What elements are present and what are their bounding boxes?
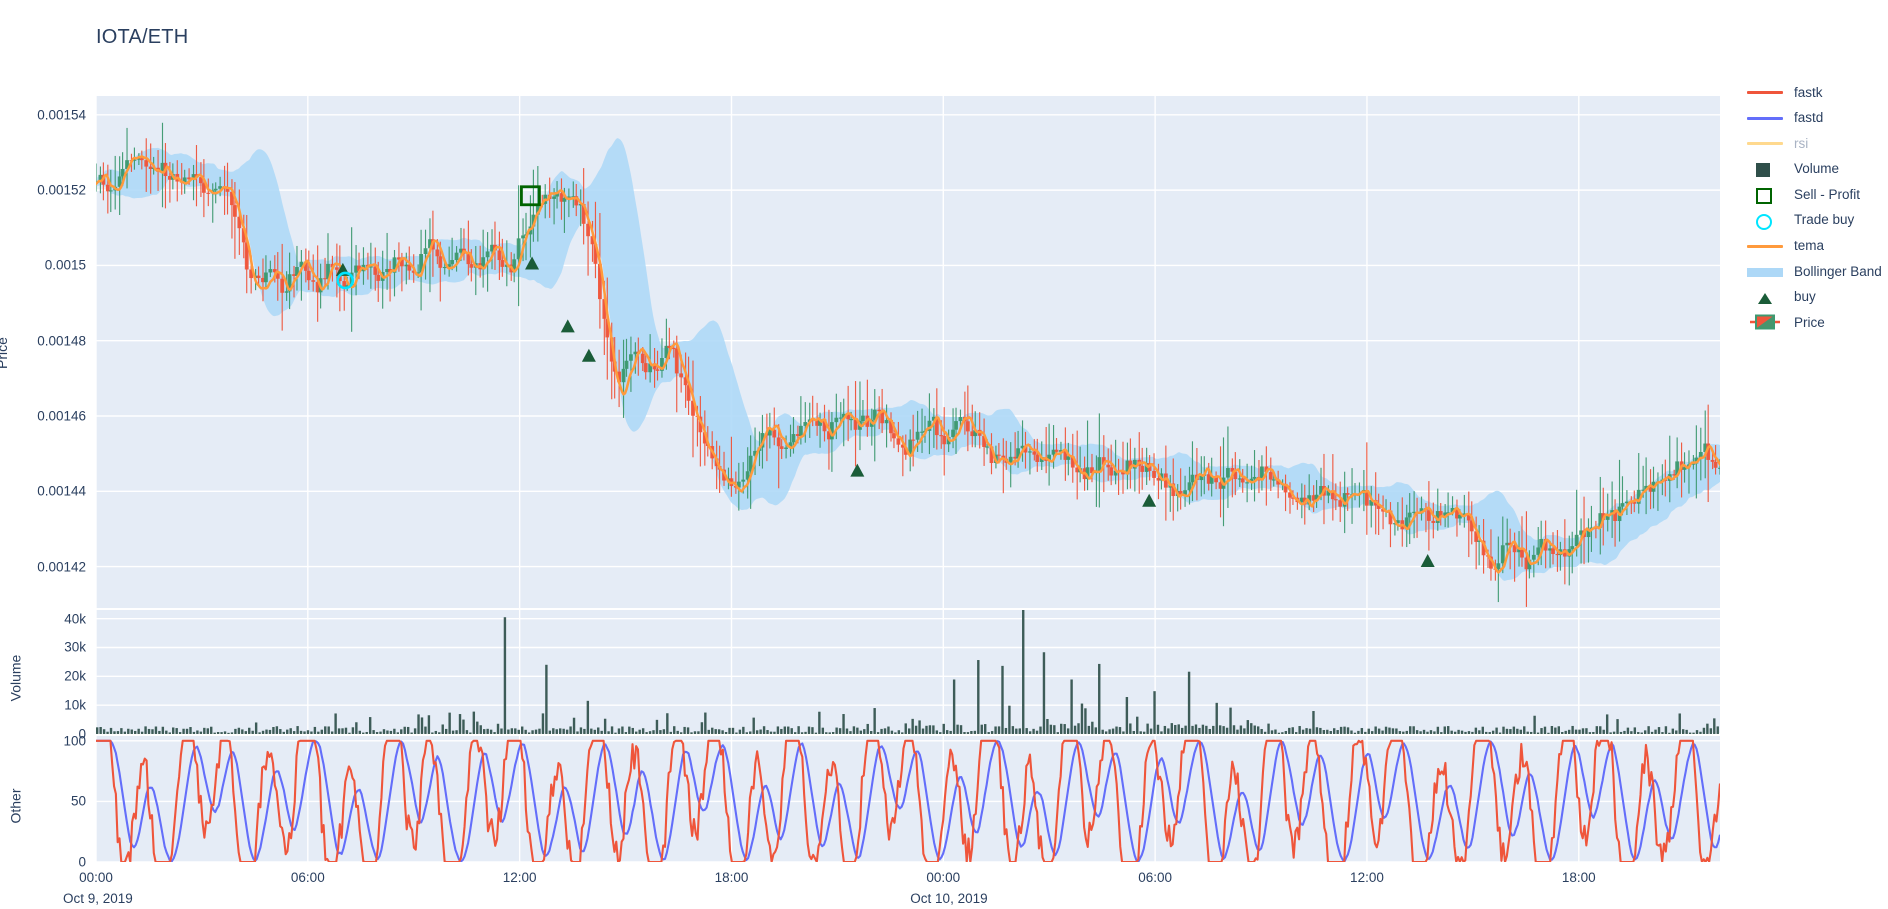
x-tick-label: 12:00: [502, 870, 537, 885]
other-plot-svg: [96, 736, 1720, 862]
legend-item-tema[interactable]: tema: [1744, 236, 1884, 256]
line-swatch: [1744, 133, 1786, 153]
line-swatch: [1744, 82, 1786, 102]
legend-item-fastk[interactable]: fastk: [1744, 82, 1884, 102]
open-circle-swatch: [1744, 210, 1786, 230]
other-axis-title: Other: [7, 788, 24, 824]
price-ytick-label: 0.00152: [37, 182, 86, 198]
other-ytick-label: 0: [78, 854, 86, 870]
legend-item-label: Price: [1794, 314, 1825, 330]
legend-item-fastd[interactable]: fastd: [1744, 108, 1884, 128]
legend-item-bollinger-band[interactable]: Bollinger Band: [1744, 261, 1884, 281]
x-tick-label: 12:00: [1350, 870, 1384, 885]
legend-item-label: Bollinger Band: [1794, 263, 1882, 279]
volume-plot-svg: [96, 610, 1720, 734]
legend-item-trade-buy[interactable]: Trade buy: [1744, 210, 1884, 230]
price-plot-svg: [96, 96, 1720, 608]
filled-square-swatch: [1744, 159, 1786, 179]
legend-item-label: fastd: [1794, 110, 1824, 126]
volume-ytick-label: 0: [78, 726, 86, 742]
volume-axis-title: Volume: [7, 654, 24, 702]
candlestick-swatch: [1744, 312, 1786, 332]
legend-item-label: fastk: [1794, 84, 1823, 100]
line-swatch: [1744, 108, 1786, 128]
legend-item-label: tema: [1794, 238, 1825, 254]
volume-ytick-label: 20k: [64, 668, 86, 684]
legend-item-label: Volume: [1794, 161, 1840, 177]
x-axis-date-label: Oct 9, 2019: [63, 891, 133, 906]
x-tick-label: 18:00: [1561, 870, 1596, 885]
other-subplot: [96, 736, 1720, 862]
legend-item-sell-profit[interactable]: Sell - Profit: [1744, 184, 1884, 205]
price-ytick-label: 0.00142: [37, 559, 86, 575]
triangle-up-swatch: [1744, 287, 1786, 307]
volume-ytick-label: 30k: [64, 639, 86, 655]
volume-ytick-label: 10k: [64, 697, 86, 713]
price-subplot: [96, 96, 1720, 608]
x-tick-label: 00:00: [926, 870, 961, 885]
legend-item-label: rsi: [1794, 135, 1809, 151]
price-ytick-label: 0.00144: [37, 483, 86, 499]
legend-item-buy[interactable]: buy: [1744, 287, 1884, 307]
legend-item-label: buy: [1794, 289, 1816, 305]
x-tick-label: 06:00: [290, 870, 325, 885]
legend-item-price[interactable]: Price: [1744, 312, 1884, 332]
legend-item-label: Trade buy: [1794, 212, 1855, 228]
x-axis-date-label: Oct 10, 2019: [910, 891, 988, 906]
legend-item-label: Sell - Profit: [1794, 186, 1861, 202]
price-ytick-label: 0.00146: [37, 408, 86, 424]
price-axis-title: Price: [0, 337, 10, 369]
line-swatch: [1744, 236, 1786, 256]
price-ytick-label: 0.00154: [37, 107, 86, 123]
chart-title: IOTA/ETH: [96, 26, 189, 48]
open-square-swatch: [1744, 184, 1786, 205]
other-ytick-label: 100: [63, 733, 86, 749]
other-ytick-label: 50: [70, 793, 86, 809]
x-tick-label: 18:00: [714, 870, 749, 885]
price-ytick-label: 0.00148: [37, 333, 86, 349]
legend[interactable]: fastk fastd rsi Volume Sell - Profit Trade bu…: [1744, 82, 1884, 338]
price-ytick-label: 0.0015: [44, 257, 86, 273]
band-swatch: [1744, 261, 1786, 281]
volume-subplot: [96, 610, 1720, 734]
x-tick-label: 00:00: [79, 870, 113, 885]
volume-ytick-label: 40k: [64, 611, 86, 627]
legend-item-rsi[interactable]: rsi: [1744, 133, 1884, 153]
legend-item-volume[interactable]: Volume: [1744, 159, 1884, 179]
x-tick-label: 06:00: [1138, 870, 1173, 885]
